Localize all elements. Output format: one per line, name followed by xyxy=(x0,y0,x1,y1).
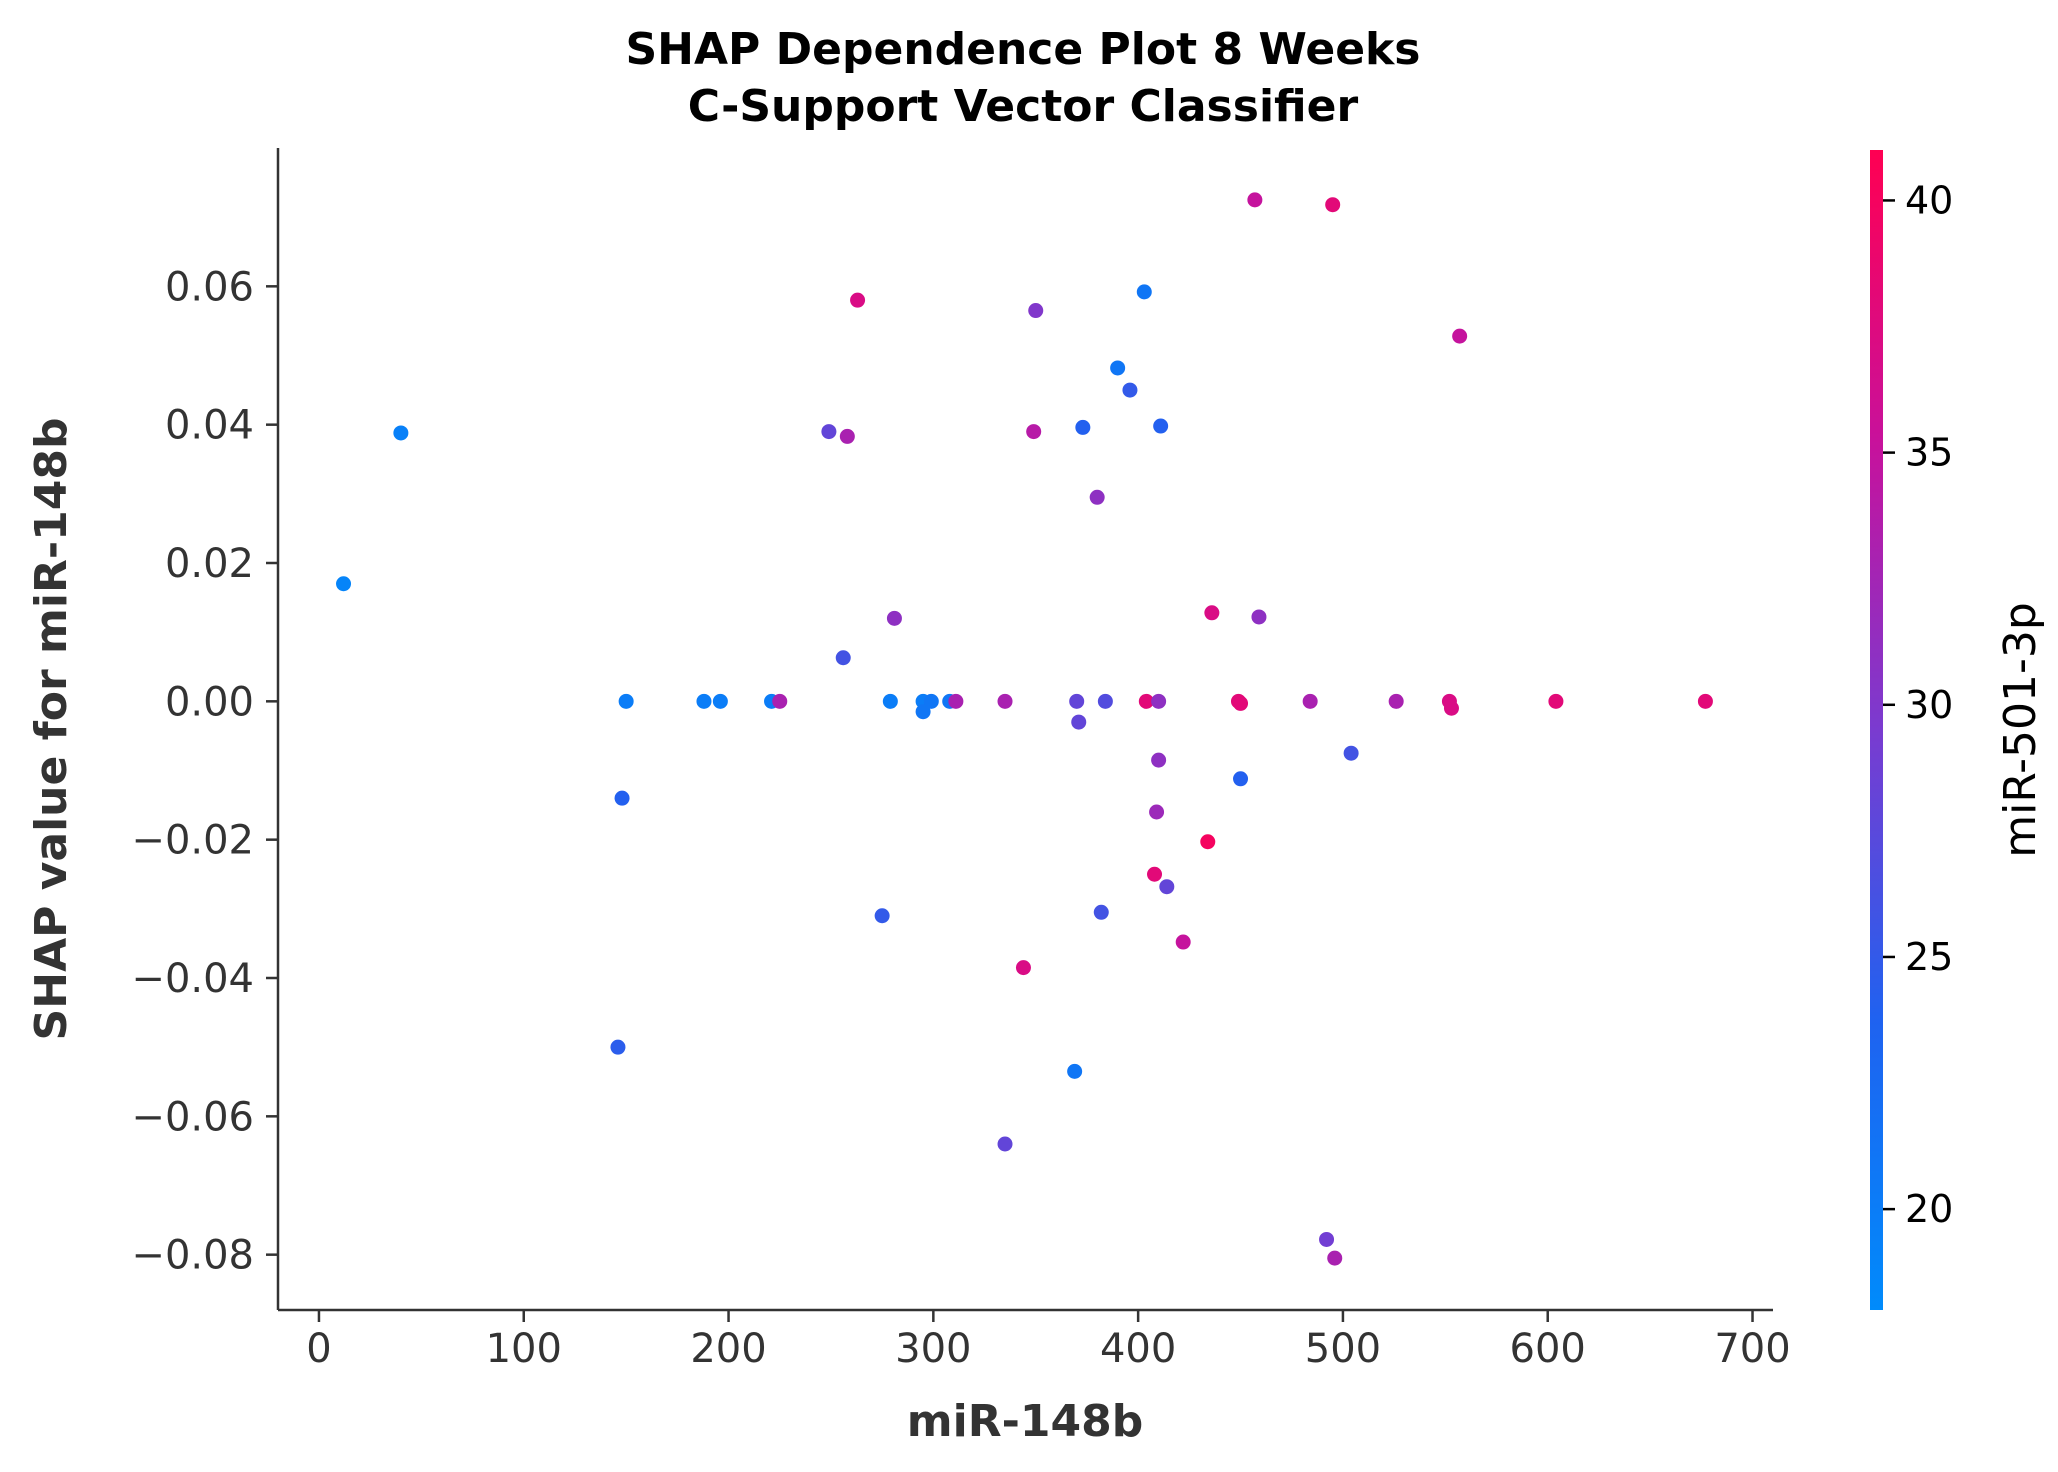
scatter-point xyxy=(1153,418,1169,434)
scatter-point xyxy=(1067,1063,1083,1079)
scatter-point xyxy=(1149,804,1165,820)
scatter-point xyxy=(1026,424,1042,440)
scatter-point xyxy=(1028,303,1044,319)
x-axis-ticks: 0 100 200 300 400 500 600 700 xyxy=(306,1310,1791,1372)
scatter-point xyxy=(1097,693,1113,709)
colorbar-tick-label: 30 xyxy=(1905,683,1953,727)
scatter-point xyxy=(1093,904,1109,920)
scatter-point xyxy=(835,650,851,666)
scatter-point xyxy=(1388,693,1404,709)
scatter-point xyxy=(1089,489,1105,505)
scatter-point xyxy=(1151,693,1167,709)
y-axis-label: SHAP value for miR-148b xyxy=(26,418,77,1041)
colorbar-ticks: 20 25 30 35 40 xyxy=(1883,178,1953,1231)
colorbar-tick-label: 25 xyxy=(1905,935,1953,979)
scatter-point xyxy=(1247,192,1263,208)
scatter-point xyxy=(618,693,634,709)
scatter-point xyxy=(712,693,728,709)
scatter-point xyxy=(821,424,837,440)
scatter-point xyxy=(923,693,939,709)
colorbar-label: miR-501-3p xyxy=(1995,602,2046,858)
x-tick-label: 700 xyxy=(1714,1326,1790,1372)
y-tick-label: 0.04 xyxy=(165,403,254,449)
scatter-point xyxy=(1075,419,1091,435)
x-tick-label: 0 xyxy=(306,1326,331,1372)
scatter-point xyxy=(696,693,712,709)
y-tick-label: 0.02 xyxy=(165,541,254,587)
scatter-point xyxy=(997,693,1013,709)
y-tick-label: −0.02 xyxy=(131,818,254,864)
scatter-point xyxy=(1443,700,1459,716)
y-tick-label: −0.04 xyxy=(131,956,254,1002)
x-tick-label: 200 xyxy=(690,1326,766,1372)
colorbar-tick-label: 35 xyxy=(1905,431,1953,475)
scatter-point xyxy=(1251,609,1267,625)
scatter-point xyxy=(886,610,902,626)
chart-title-line2: C-Support Vector Classifier xyxy=(688,81,1359,132)
scatter-point xyxy=(850,292,866,308)
scatter-point xyxy=(1343,745,1359,761)
scatter-point xyxy=(1233,771,1249,787)
scatter-point xyxy=(393,425,409,441)
y-tick-label: 0.06 xyxy=(165,264,254,310)
scatter-points xyxy=(336,192,1713,1266)
x-tick-label: 600 xyxy=(1510,1326,1586,1372)
x-axis-label: miR-148b xyxy=(907,1396,1143,1447)
scatter-point xyxy=(1548,693,1564,709)
scatter-point xyxy=(614,790,630,806)
scatter-point xyxy=(1319,1231,1335,1247)
scatter-point xyxy=(1204,605,1220,621)
scatter-point xyxy=(1200,834,1216,850)
y-axis-ticks: 0.06 0.04 0.02 0.00 −0.02 −0.04 −0.06 −0.08 xyxy=(131,264,278,1279)
scatter-point xyxy=(882,693,898,709)
scatter-point xyxy=(336,576,352,592)
x-tick-label: 500 xyxy=(1305,1326,1381,1372)
x-tick-label: 100 xyxy=(486,1326,562,1372)
scatter-point xyxy=(1697,693,1713,709)
scatter-point xyxy=(874,908,890,924)
y-tick-label: −0.06 xyxy=(131,1094,254,1140)
scatter-point xyxy=(997,1136,1013,1152)
scatter-point xyxy=(1151,752,1167,768)
scatter-point xyxy=(948,693,964,709)
scatter-point xyxy=(1122,382,1138,398)
scatter-point xyxy=(1069,693,1085,709)
scatter-point xyxy=(772,693,788,709)
colorbar-tick-label: 20 xyxy=(1905,1187,1953,1231)
scatter-point xyxy=(1233,695,1249,711)
scatter-point xyxy=(1138,693,1154,709)
colorbar-tick-label: 40 xyxy=(1905,178,1953,222)
scatter-point xyxy=(1110,360,1126,376)
chart-title-line1: SHAP Dependence Plot 8 Weeks xyxy=(625,24,1420,75)
scatter-point xyxy=(1147,866,1163,882)
scatter-point xyxy=(839,428,855,444)
scatter-point xyxy=(1159,879,1175,895)
scatter-point xyxy=(1452,328,1468,344)
scatter-point xyxy=(1136,284,1152,300)
y-tick-label: −0.08 xyxy=(131,1233,254,1279)
scatter-point xyxy=(915,704,931,720)
scatter-point xyxy=(1071,714,1087,730)
scatter-point xyxy=(1327,1250,1343,1266)
scatter-point xyxy=(1175,934,1191,950)
scatter-point xyxy=(1325,197,1341,213)
scatter-point xyxy=(610,1039,626,1055)
scatter-point xyxy=(1015,960,1031,976)
x-tick-label: 300 xyxy=(895,1326,971,1372)
colorbar xyxy=(1870,150,1883,1310)
scatter-point xyxy=(1302,693,1318,709)
y-tick-label: 0.00 xyxy=(165,679,254,725)
x-tick-label: 400 xyxy=(1100,1326,1176,1372)
